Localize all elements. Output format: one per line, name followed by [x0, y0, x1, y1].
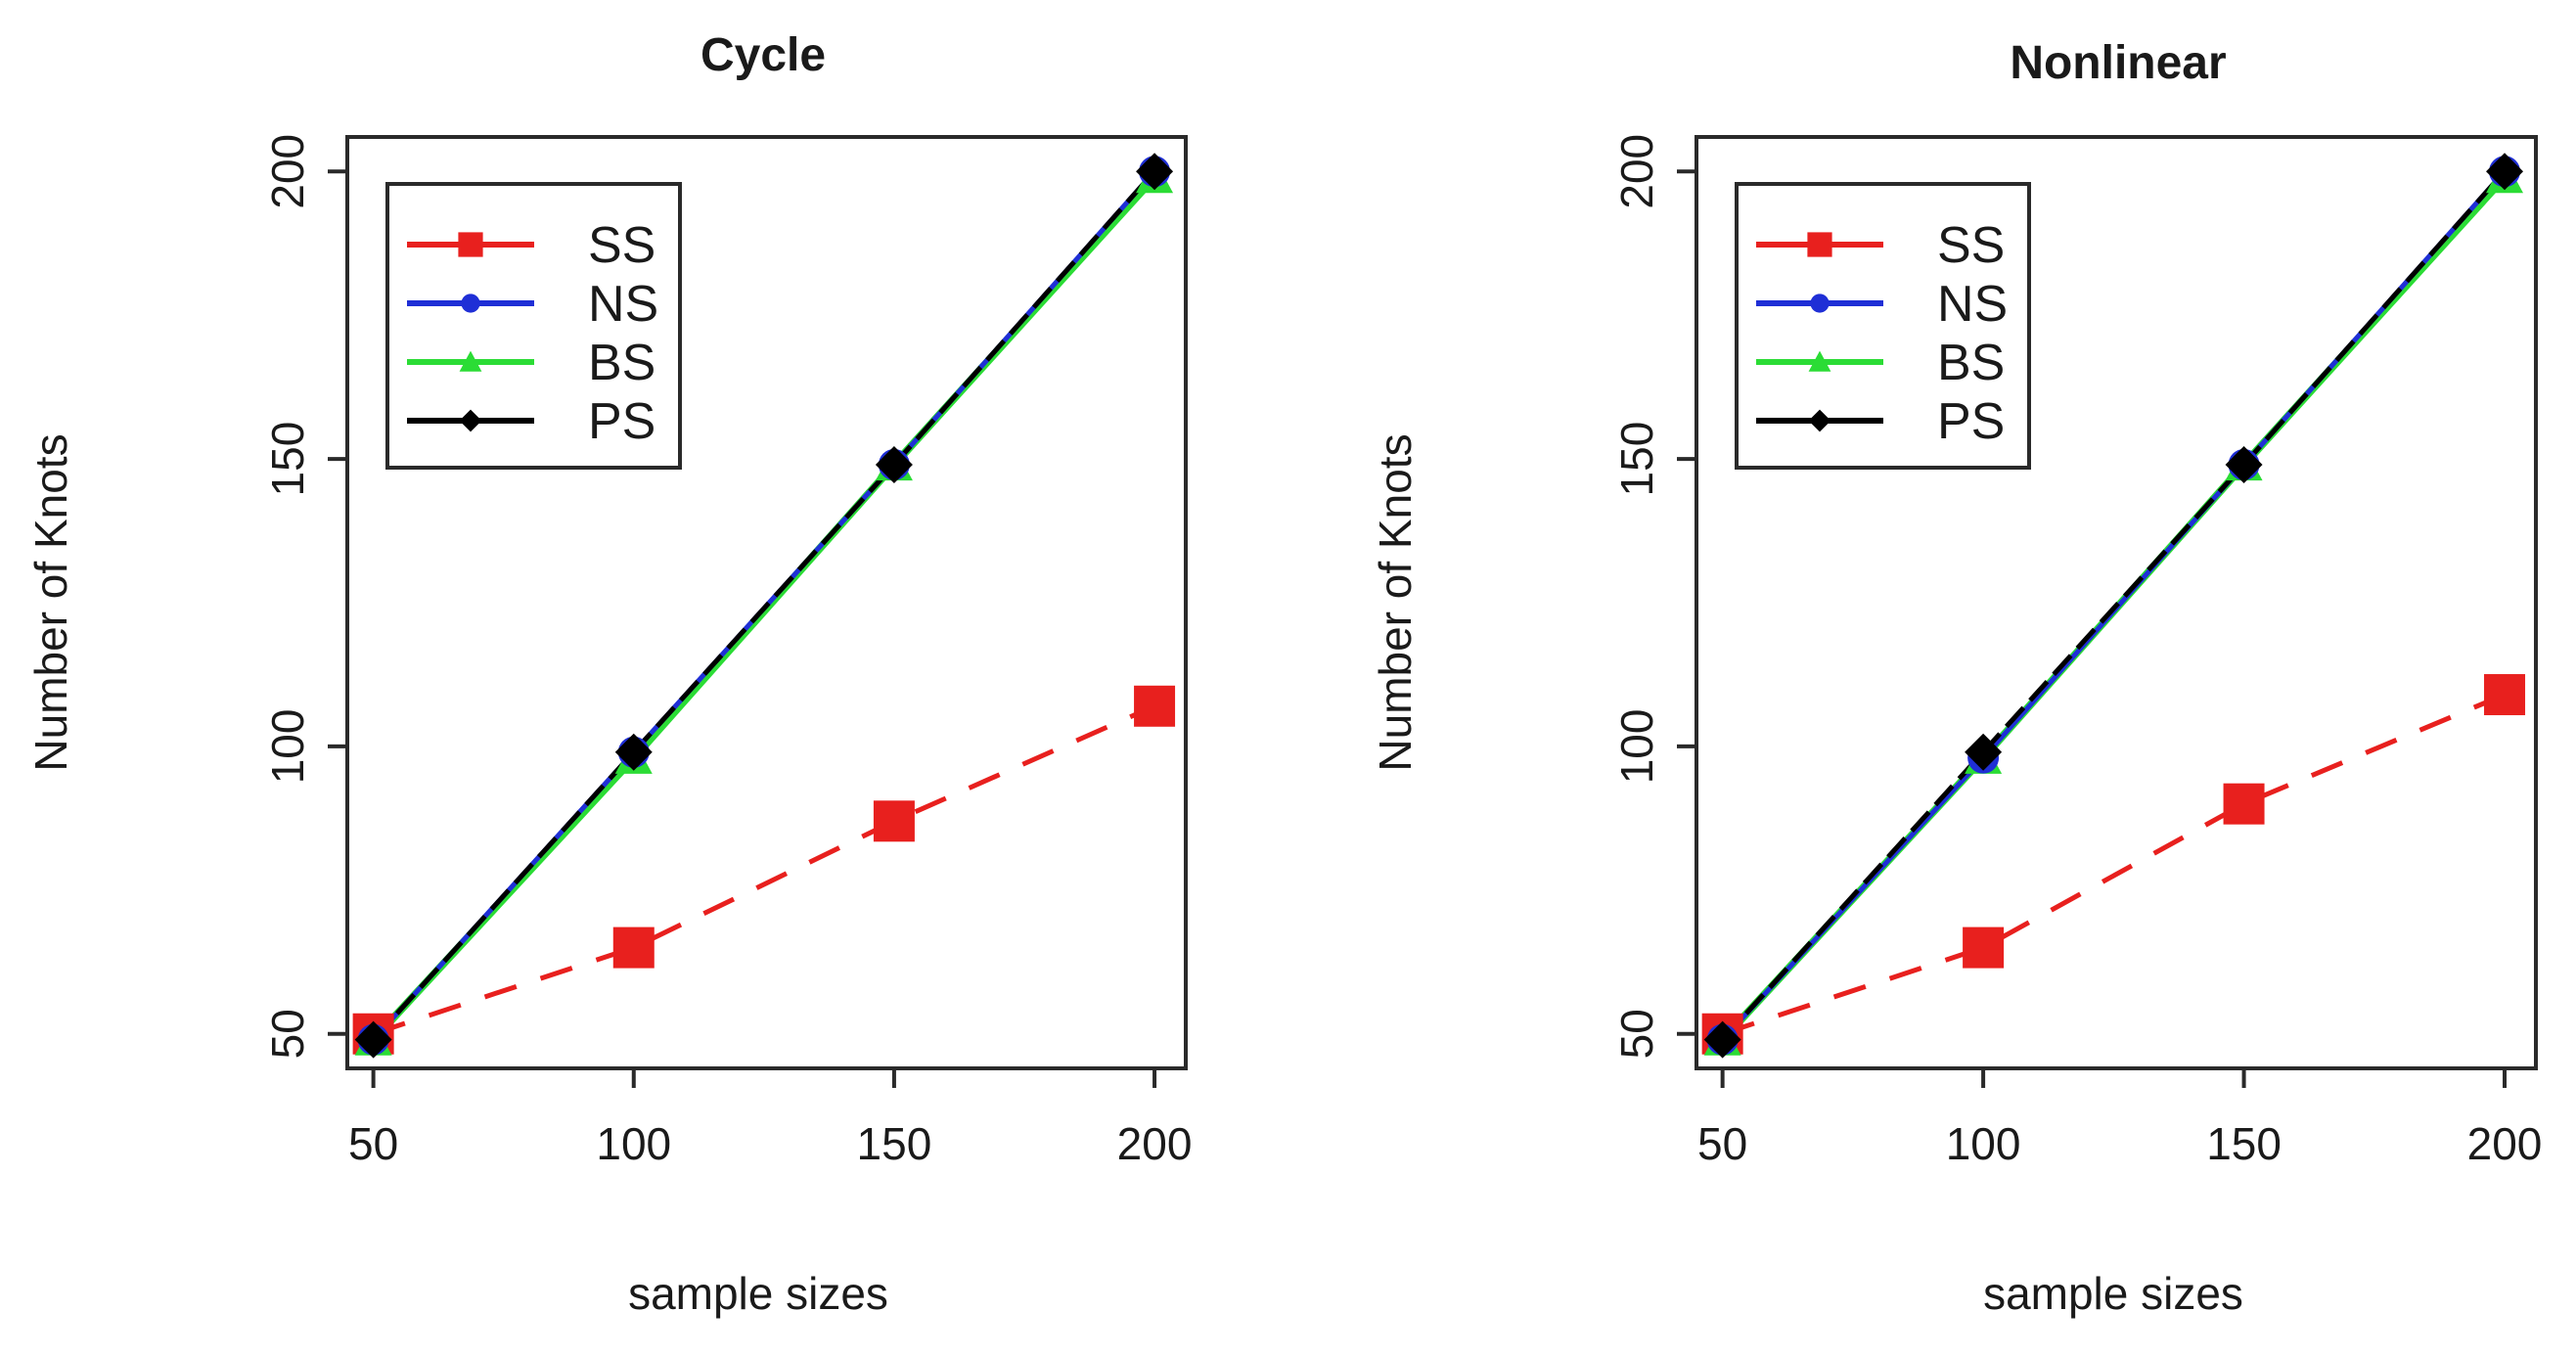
legend-marker-ps	[1808, 409, 1831, 432]
plot-frame	[1695, 135, 2538, 1070]
x-tick-label: 150	[2206, 1118, 2282, 1169]
data-point-ps	[1965, 733, 2003, 771]
data-point-ss	[873, 800, 915, 842]
legend-label-ss: SS	[1937, 217, 2005, 274]
series-line-ss	[1721, 692, 2506, 1037]
data-point-ps	[1703, 1020, 1741, 1059]
data-point-ps	[2225, 445, 2263, 483]
data-point-ps	[875, 445, 913, 483]
x-tick-label: 200	[2467, 1118, 2543, 1169]
y-axis-label: Number of Knots	[1370, 433, 1421, 771]
x-tick-label: 100	[596, 1118, 671, 1169]
data-point-ss	[2223, 783, 2265, 825]
x-tick-label: 200	[1117, 1118, 1193, 1169]
legend-label-bs: BS	[588, 335, 655, 391]
legend-label-ss: SS	[588, 217, 655, 274]
y-axis-label: Number of Knots	[25, 433, 76, 771]
data-point-ps	[614, 733, 653, 771]
y-tick-label: 50	[1611, 1009, 1662, 1059]
y-tick-label: 150	[1611, 422, 1662, 497]
y-tick-label: 150	[262, 422, 313, 497]
y-tick-label: 200	[1611, 134, 1662, 209]
legend-label-bs: BS	[1937, 335, 2005, 391]
x-tick-label: 50	[1697, 1118, 1747, 1169]
legend-marker-bs	[459, 350, 482, 372]
data-point-ps	[2486, 153, 2524, 191]
x-tick-label: 150	[857, 1118, 932, 1169]
series-line-ps	[371, 169, 1156, 1042]
legend-marker-ns	[1810, 294, 1830, 313]
series-line-ps	[1720, 169, 2507, 1042]
data-point-ss	[2484, 674, 2526, 716]
chart-panel-nonlinear: Nonlinear sample sizes Number of Knots 50 10…	[1370, 37, 2542, 1319]
data-point-ps	[354, 1020, 392, 1059]
x-tick-label: 50	[348, 1118, 398, 1169]
data-point-ps	[1136, 153, 1174, 191]
plot-frame	[345, 135, 1188, 1070]
y-tick-label: 50	[262, 1009, 313, 1059]
x-tick-label: 100	[1946, 1118, 2021, 1169]
legend-marker-ss	[1807, 232, 1832, 257]
legend-label-ps: PS	[588, 393, 655, 450]
chart-title: Cycle	[700, 29, 826, 81]
y-tick-label: 100	[262, 709, 313, 785]
y-tick-label: 200	[262, 134, 313, 209]
legend-marker-ss	[458, 232, 483, 257]
x-axis-label: sample sizes	[1983, 1268, 2243, 1319]
legend-marker-ns	[461, 294, 480, 313]
legend-label-ns: NS	[588, 276, 658, 333]
legend-marker-bs	[1808, 350, 1831, 372]
legend-marker-ps	[459, 409, 482, 432]
legend-label-ps: PS	[1937, 393, 2005, 450]
series-line-ss	[372, 703, 1156, 1037]
y-tick-label: 100	[1611, 709, 1662, 785]
data-point-ss	[1963, 927, 2005, 969]
data-point-ss	[612, 927, 655, 969]
chart-title: Nonlinear	[2010, 37, 2226, 89]
data-point-ss	[1134, 685, 1176, 727]
x-axis-label: sample sizes	[628, 1268, 888, 1319]
legend-label-ns: NS	[1937, 276, 2008, 333]
chart-panel-cycle: Cycle sample sizes Number of Knots 50 100 150…	[25, 29, 1192, 1319]
